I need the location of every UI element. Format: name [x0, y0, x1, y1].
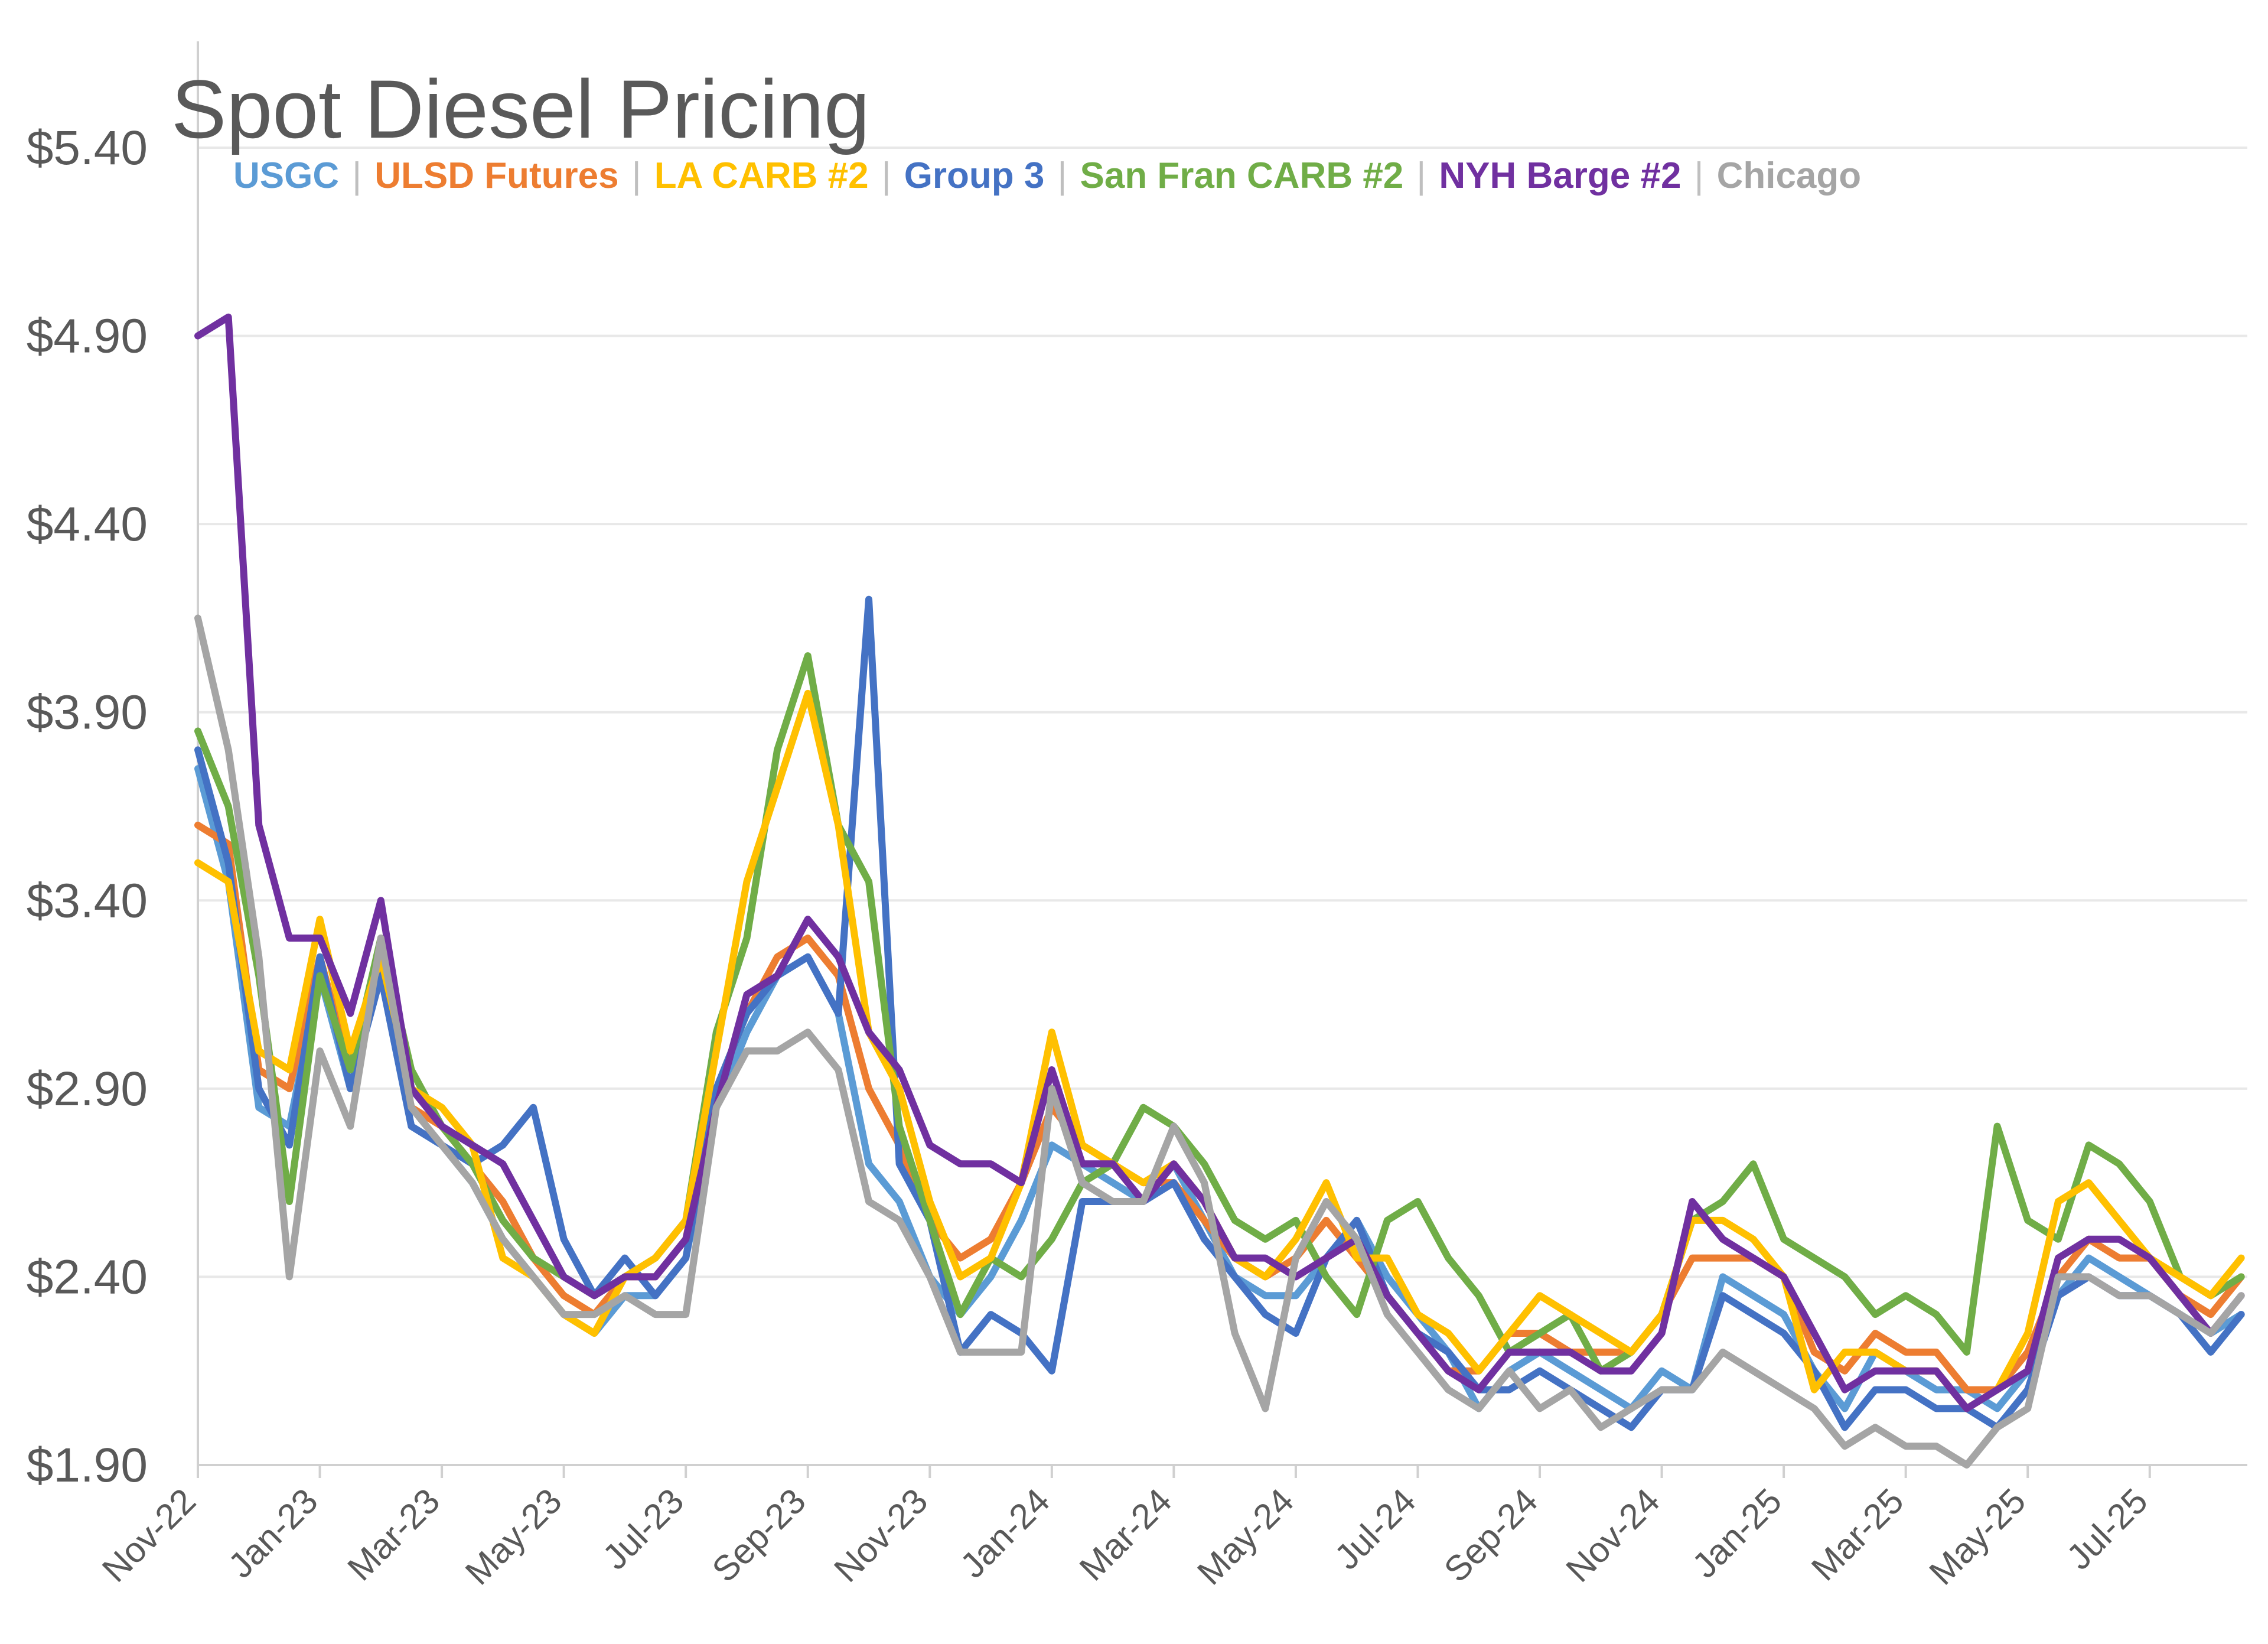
y-tick-label: $3.90 — [27, 686, 148, 740]
legend: USGC | ULSD Futures | LA CARB #2 | Group 3 | San… — [233, 155, 1861, 196]
legend-entry-chicago: Chicago — [1717, 155, 1862, 196]
y-tick-label: $4.90 — [27, 310, 148, 363]
series-line-san-fran-carb-2 — [194, 652, 2245, 1375]
chart-title: Spot Diesel Pricing — [171, 63, 870, 155]
legend-entry-la-carb-2: LA CARB #2 — [654, 155, 869, 196]
series-line-chicago — [194, 614, 2245, 1469]
series-lines — [194, 313, 2245, 1469]
legend-entry-san-fran-carb-2: San Fran CARB #2 — [1080, 155, 1403, 196]
legend-separator: | — [882, 155, 891, 196]
y-tick-label: $3.40 — [27, 874, 148, 927]
legend-separator: | — [632, 155, 641, 196]
legend-entry-ulsd-futures: ULSD Futures — [374, 155, 618, 196]
y-tick-label: $4.40 — [27, 497, 148, 551]
gridlines — [198, 147, 2247, 1278]
legend-separator: | — [1416, 155, 1426, 196]
y-tick-label: $2.40 — [27, 1250, 148, 1304]
legend-separator: | — [352, 155, 361, 196]
legend-separator: | — [1057, 155, 1067, 196]
y-tick-label: $1.90 — [27, 1438, 148, 1492]
y-tick-label: $2.90 — [27, 1062, 148, 1116]
legend-entry-group-3: Group 3 — [904, 155, 1045, 196]
y-tick-label: $5.40 — [27, 121, 148, 175]
legend-entry-nyh-barge-2: NYH Barge #2 — [1439, 155, 1681, 196]
legend-entry-usgc: USGC — [233, 155, 339, 196]
legend-separator: | — [1694, 155, 1703, 196]
series-line-nyh-barge-2 — [194, 313, 2245, 1412]
